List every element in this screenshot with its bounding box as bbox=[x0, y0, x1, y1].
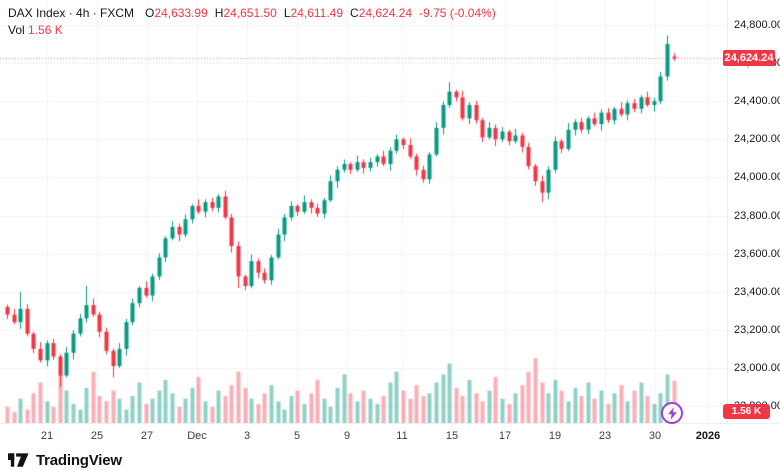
time-tick-label: 25 bbox=[90, 430, 104, 442]
close-value: 24,624.24 bbox=[358, 6, 413, 20]
low-pair: L24,611.49 bbox=[284, 6, 343, 20]
price-tick-label: 24,200.00 bbox=[734, 133, 780, 146]
last-price-badge: 24,624.24 bbox=[723, 50, 775, 67]
time-tick-label: 27 bbox=[140, 430, 154, 442]
price-tick-label: 24,800.00 bbox=[734, 18, 780, 31]
high-value: 24,651.50 bbox=[223, 6, 277, 20]
time-axis[interactable]: 21 25 27 Dec 3 5 9 11 15 17 19 23 30 2026 bbox=[0, 423, 780, 449]
high-pair: H24,651.50 bbox=[215, 6, 277, 20]
price-tick-label: 23,800.00 bbox=[734, 209, 780, 222]
price-tick-label: 23,000.00 bbox=[734, 361, 780, 374]
price-tick-label: 23,200.00 bbox=[734, 323, 780, 336]
time-tick-label: Dec bbox=[187, 430, 207, 442]
time-tick-label: 30 bbox=[648, 430, 662, 442]
open-value: 24,633.99 bbox=[154, 6, 208, 20]
change-value: -9.75 (-0.04%) bbox=[419, 6, 496, 20]
time-tick-label: 2026 bbox=[695, 430, 721, 442]
low-label: L bbox=[283, 6, 291, 20]
price-tick-label: 24,400.00 bbox=[734, 95, 780, 108]
time-tick-label: 23 bbox=[598, 430, 612, 442]
time-tick-label: 17 bbox=[498, 430, 512, 442]
low-value: 24,611.49 bbox=[290, 6, 344, 20]
volume-label[interactable]: Vol bbox=[8, 23, 25, 37]
symbol-legend: DAX Index · 4h · FXCM O24,633.99 H24,651.5… bbox=[8, 5, 496, 39]
time-tick-label: 5 bbox=[293, 430, 301, 442]
last-volume-badge: 1.56 K bbox=[723, 404, 770, 419]
price-chart-pane[interactable]: DAX Index · 4h · FXCM O24,633.99 H24,651.5… bbox=[0, 0, 727, 424]
time-tick-label: 19 bbox=[548, 430, 562, 442]
high-label: H bbox=[214, 6, 224, 20]
symbol-title[interactable]: DAX Index · 4h · FXCM bbox=[8, 6, 135, 20]
time-tick-label: 11 bbox=[396, 430, 408, 442]
volume-row: Vol 1.56 K bbox=[8, 22, 496, 39]
tradingview-logo-icon bbox=[8, 453, 29, 467]
price-tick-label: 24,000.00 bbox=[734, 171, 780, 184]
time-tick-label: 3 bbox=[243, 430, 251, 442]
ohlc-row: DAX Index · 4h · FXCM O24,633.99 H24,651.5… bbox=[8, 5, 496, 22]
close-label: C bbox=[350, 6, 359, 20]
footer: TradingView bbox=[0, 447, 780, 470]
volume-value: 1.56 K bbox=[28, 23, 63, 37]
lightning-icon bbox=[667, 406, 677, 420]
open-pair: O24,633.99 bbox=[145, 6, 208, 20]
price-tick-label: 23,600.00 bbox=[734, 247, 780, 260]
time-tick-label: 15 bbox=[445, 430, 459, 442]
price-tick-label: 23,400.00 bbox=[734, 285, 780, 298]
open-label: O bbox=[145, 6, 155, 20]
price-axis[interactable]: 22,800.0023,000.0023,200.0023,400.0023,6… bbox=[723, 0, 780, 423]
lightning-button[interactable] bbox=[661, 402, 683, 424]
candlestick-canvas[interactable] bbox=[0, 0, 727, 423]
close-pair: C24,624.24 bbox=[350, 6, 412, 20]
brand-name: TradingView bbox=[36, 452, 122, 469]
time-tick-label: 9 bbox=[343, 430, 351, 442]
time-tick-label: 21 bbox=[40, 430, 54, 442]
tradingview-logo[interactable]: TradingView bbox=[8, 452, 122, 469]
